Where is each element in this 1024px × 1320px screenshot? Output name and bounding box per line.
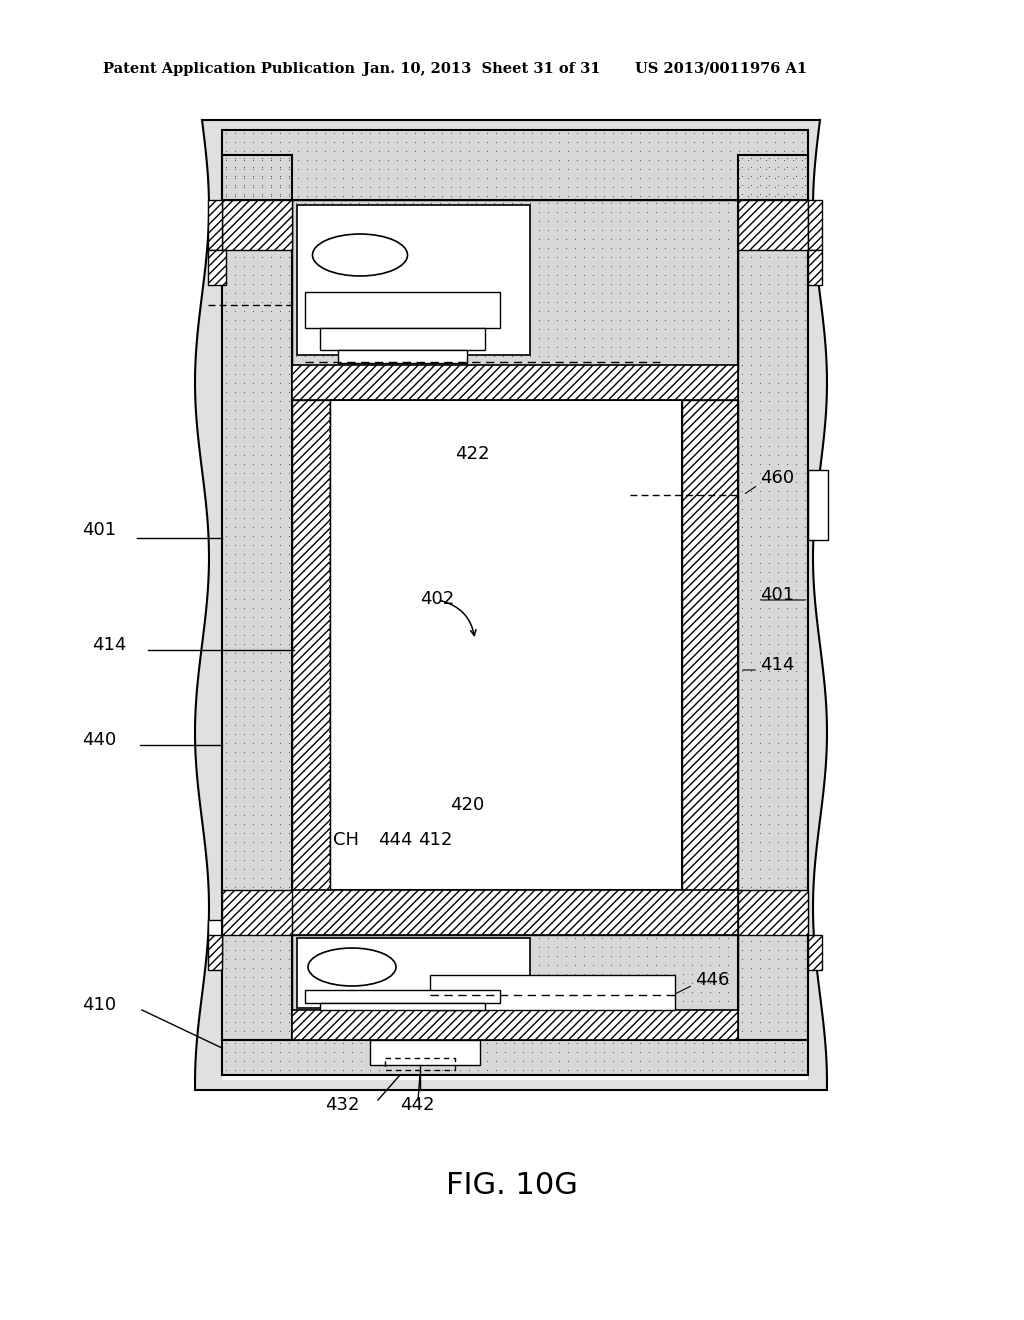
Bar [222, 154, 292, 1040]
Text: 460: 460 [760, 469, 795, 487]
Bar [297, 205, 530, 355]
Text: 440: 440 [82, 731, 117, 748]
Text: 414: 414 [92, 636, 126, 653]
Bar [222, 129, 808, 201]
Bar [738, 154, 808, 1040]
Bar [222, 154, 292, 1040]
Polygon shape [195, 120, 827, 1090]
Bar [808, 935, 822, 970]
Bar [430, 975, 675, 1010]
Text: 432: 432 [326, 1096, 360, 1114]
Bar [222, 1040, 808, 1074]
Bar [319, 1003, 485, 1010]
Bar [222, 129, 808, 201]
Text: 446: 446 [695, 972, 729, 989]
Text: CH: CH [333, 832, 359, 849]
Bar [292, 201, 738, 370]
Text: 420: 420 [450, 796, 484, 814]
Bar [738, 154, 808, 1040]
Bar [292, 366, 738, 400]
Text: 412: 412 [418, 832, 453, 849]
Bar [208, 249, 226, 285]
Text: 422: 422 [455, 445, 489, 463]
Bar [222, 890, 292, 935]
Bar [738, 890, 808, 935]
Text: 442: 442 [400, 1096, 434, 1114]
Text: US 2013/0011976 A1: US 2013/0011976 A1 [635, 62, 807, 77]
Text: 402: 402 [420, 590, 455, 609]
Bar [222, 1040, 808, 1074]
Text: 444: 444 [378, 832, 413, 849]
Bar [292, 400, 330, 890]
Bar [208, 920, 222, 960]
Bar [682, 400, 738, 890]
Text: FIG. 10G: FIG. 10G [446, 1171, 578, 1200]
Bar [319, 327, 485, 350]
Bar [808, 249, 822, 285]
Text: 401: 401 [760, 586, 795, 605]
Bar [208, 935, 222, 970]
Bar [808, 470, 828, 540]
Bar [292, 201, 738, 370]
Text: Jan. 10, 2013  Sheet 31 of 31: Jan. 10, 2013 Sheet 31 of 31 [362, 62, 600, 77]
Bar [222, 129, 808, 1080]
Bar [370, 1040, 480, 1065]
Text: 401: 401 [82, 521, 116, 539]
Bar [222, 201, 292, 249]
Bar [292, 935, 738, 1010]
Bar [808, 201, 822, 249]
Bar [330, 400, 682, 890]
Ellipse shape [312, 234, 408, 276]
Bar [738, 201, 808, 249]
Bar [292, 890, 738, 935]
Bar [305, 292, 500, 327]
Bar [208, 201, 222, 249]
Bar [292, 935, 738, 1010]
Text: 410: 410 [82, 997, 116, 1014]
Text: Patent Application Publication: Patent Application Publication [103, 62, 355, 77]
Ellipse shape [308, 948, 396, 986]
Bar [292, 1010, 738, 1040]
Bar [305, 990, 500, 1003]
Bar [338, 350, 467, 363]
Text: 414: 414 [760, 656, 795, 675]
Bar [297, 939, 530, 1008]
